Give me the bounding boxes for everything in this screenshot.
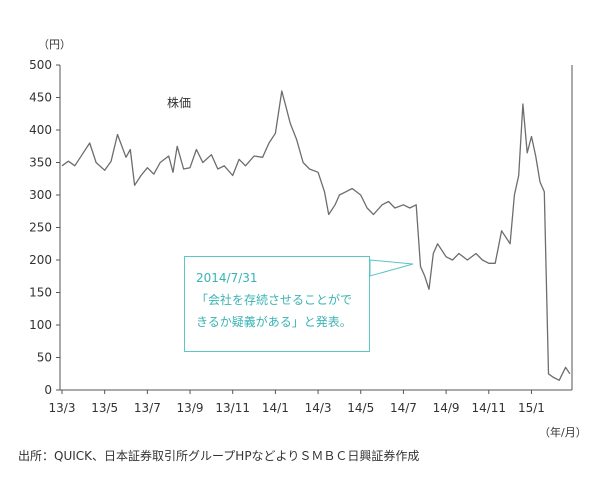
- price-series-line: [61, 90, 571, 381]
- x-tick-label: 14/9: [433, 401, 460, 415]
- x-tick-label: 14/1: [262, 401, 289, 415]
- y-tick-label: 400: [29, 123, 52, 137]
- x-axis-ticks: 13/3 13/5 13/7 13/9 13/11 14/1 14/3 14/5 14/7 14/…: [49, 390, 545, 415]
- x-tick-label: 13/11: [215, 401, 250, 415]
- y-tick-label: 300: [29, 188, 52, 202]
- callout-date: 2014/7/31: [196, 271, 258, 285]
- x-tick-label: 14/11: [471, 401, 506, 415]
- callout-text-line-2: きるか疑義がある」と発表。: [196, 315, 352, 329]
- y-tick-label: 450: [29, 91, 52, 105]
- series-label: 株価: [167, 95, 191, 110]
- x-tick-label: 15/1: [518, 401, 545, 415]
- y-tick-label: 250: [29, 221, 52, 235]
- x-tick-label: 13/3: [49, 401, 76, 415]
- y-tick-label: 350: [29, 156, 52, 170]
- x-tick-label: 13/5: [91, 401, 118, 415]
- x-tick-label: 14/7: [390, 401, 417, 415]
- y-tick-label: 100: [29, 318, 52, 332]
- x-tick-label: 13/9: [177, 401, 204, 415]
- plot-area: [61, 90, 571, 381]
- x-tick-label: 14/5: [347, 401, 374, 415]
- y-tick-label: 50: [37, 351, 52, 365]
- source-note: 出所：QUICK、日本証券取引所グループHPなどよりＳＭＢＣ日興証券作成: [18, 449, 420, 463]
- y-tick-label: 0: [44, 383, 52, 397]
- x-tick-label: 14/3: [305, 401, 332, 415]
- x-axis-unit: （年/月）: [539, 425, 587, 439]
- y-tick-label: 500: [29, 58, 52, 72]
- y-axis-unit: （円）: [38, 38, 71, 51]
- callout-text-line-1: 「会社を存続させることがで: [196, 293, 353, 307]
- y-axis-ticks: 0 50 100 150 200 250 300 350 400 450 500: [29, 58, 60, 397]
- event-callout: 2014/7/31 「会社を存続させることがで きるか疑義がある」と発表。: [184, 256, 370, 352]
- x-tick-label: 13/7: [134, 401, 161, 415]
- y-tick-label: 200: [29, 253, 52, 267]
- y-tick-label: 150: [29, 286, 52, 300]
